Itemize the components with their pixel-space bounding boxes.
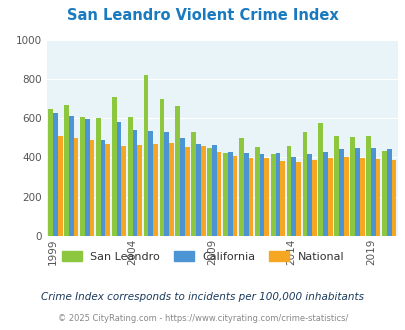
Bar — [191, 132, 196, 236]
Bar — [291, 157, 296, 236]
Bar — [100, 140, 105, 236]
Bar — [111, 97, 116, 236]
Bar — [153, 144, 158, 236]
Bar — [222, 153, 227, 236]
Bar — [232, 156, 237, 236]
Bar — [164, 132, 168, 236]
Bar — [338, 148, 343, 236]
Bar — [168, 143, 173, 236]
Bar — [239, 138, 243, 236]
Legend: San Leandro, California, National: San Leandro, California, National — [57, 247, 348, 267]
Bar — [375, 159, 379, 236]
Bar — [80, 117, 85, 236]
Bar — [105, 144, 110, 236]
Bar — [180, 138, 185, 236]
Bar — [248, 158, 253, 236]
Bar — [211, 145, 216, 236]
Bar — [259, 154, 264, 236]
Bar — [137, 145, 142, 236]
Bar — [243, 153, 248, 236]
Bar — [270, 154, 275, 236]
Bar — [354, 148, 359, 236]
Bar — [53, 113, 58, 236]
Bar — [390, 160, 395, 236]
Bar — [48, 109, 53, 236]
Bar — [58, 136, 62, 236]
Bar — [96, 118, 100, 236]
Bar — [350, 137, 354, 236]
Bar — [275, 153, 279, 236]
Bar — [296, 162, 300, 236]
Bar — [227, 151, 232, 236]
Text: © 2025 CityRating.com - https://www.cityrating.com/crime-statistics/: © 2025 CityRating.com - https://www.city… — [58, 314, 347, 323]
Bar — [286, 146, 291, 236]
Text: Crime Index corresponds to incidents per 100,000 inhabitants: Crime Index corresponds to incidents per… — [41, 292, 364, 302]
Bar — [64, 105, 69, 236]
Bar — [185, 147, 189, 236]
Bar — [322, 151, 327, 236]
Bar — [90, 140, 94, 236]
Bar — [116, 122, 121, 236]
Bar — [69, 116, 74, 236]
Bar — [196, 144, 200, 236]
Bar — [343, 157, 348, 236]
Bar — [175, 106, 180, 236]
Bar — [318, 123, 322, 236]
Bar — [327, 158, 332, 236]
Bar — [85, 119, 90, 236]
Bar — [143, 75, 148, 236]
Bar — [216, 151, 221, 236]
Bar — [311, 160, 316, 236]
Bar — [200, 146, 205, 236]
Bar — [74, 138, 78, 236]
Bar — [264, 158, 269, 236]
Bar — [159, 99, 164, 236]
Bar — [302, 132, 307, 236]
Bar — [307, 154, 311, 236]
Bar — [333, 136, 338, 236]
Bar — [207, 148, 211, 236]
Bar — [359, 158, 364, 236]
Bar — [279, 161, 284, 236]
Bar — [381, 150, 386, 236]
Bar — [370, 148, 375, 236]
Bar — [121, 146, 126, 236]
Bar — [132, 130, 137, 236]
Bar — [254, 147, 259, 236]
Bar — [128, 117, 132, 236]
Bar — [365, 136, 370, 236]
Bar — [386, 148, 390, 236]
Text: San Leandro Violent Crime Index: San Leandro Violent Crime Index — [67, 8, 338, 23]
Bar — [148, 131, 153, 236]
